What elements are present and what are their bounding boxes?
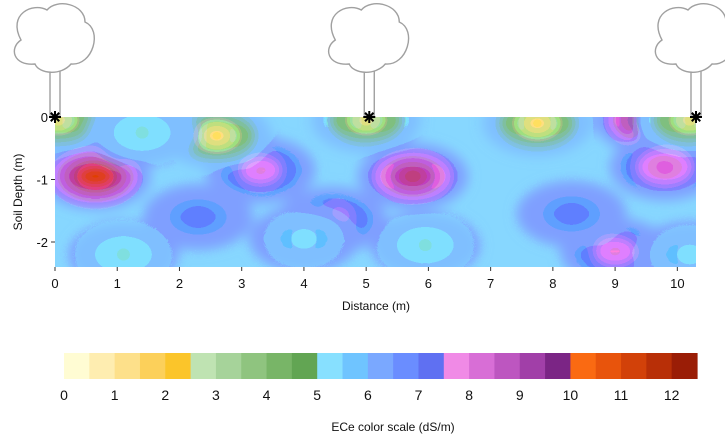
- contour-band: [564, 208, 579, 219]
- colorbar-swatch: [215, 353, 242, 379]
- colorbar: [64, 353, 698, 379]
- heatmap-feature-13: [311, 117, 422, 154]
- contour-band: [608, 246, 623, 257]
- colorbar-tick-label: 10: [563, 387, 579, 403]
- colorbar-tick-label: 1: [111, 387, 119, 403]
- colorbar-title: ECe color scale (dS/m): [331, 420, 454, 434]
- colorbar-swatch: [266, 353, 293, 379]
- colorbar-tick-label: 0: [60, 387, 68, 403]
- colorbar-swatch: [241, 353, 268, 379]
- colorbar-swatch: [393, 353, 420, 379]
- colorbar-tick-label: 12: [664, 387, 680, 403]
- contour-band: [191, 212, 206, 222]
- x-tick-label: 1: [114, 276, 121, 291]
- colorbar-swatch: [671, 353, 698, 379]
- colorbar-tick-label: 4: [263, 387, 271, 403]
- tree-icon-2: [327, 3, 410, 116]
- heatmap-feature-17: [370, 212, 481, 267]
- colorbar-swatch: [64, 353, 90, 379]
- x-tick-label: 10: [670, 276, 684, 291]
- colorbar-tick-label: 2: [161, 387, 169, 403]
- contour-band: [657, 162, 672, 172]
- heatmap-plot: [55, 117, 696, 267]
- contour-band: [658, 235, 696, 267]
- x-tick-label: 9: [611, 276, 618, 291]
- x-tick-label: 5: [363, 276, 370, 291]
- x-axis-title: Distance (m): [342, 299, 410, 313]
- colorbar-swatch: [621, 353, 647, 379]
- tree-icon-1: [13, 3, 95, 116]
- tree-marker-2: [363, 111, 376, 123]
- contour-band: [530, 118, 545, 129]
- heatmap-feature-15: [634, 117, 696, 154]
- heatmap-feature-5: [609, 134, 696, 200]
- x-tick-label: 7: [487, 276, 494, 291]
- tree-markers: [49, 111, 702, 123]
- colorbar-swatch: [570, 353, 597, 379]
- colorbar-tick-label: 6: [364, 387, 372, 403]
- colorbar-swatch: [443, 353, 470, 379]
- tree-icon-3: [654, 3, 725, 116]
- contour-band: [135, 127, 150, 138]
- x-tick-label: 2: [176, 276, 183, 291]
- contour-band: [209, 130, 224, 141]
- colorbar-swatch: [418, 353, 445, 379]
- contour-band: [116, 249, 131, 260]
- contour-band: [296, 233, 311, 244]
- colorbar-tick-label: 7: [415, 387, 423, 403]
- colorbar-swatch: [545, 353, 571, 379]
- colorbar-swatch: [89, 353, 116, 379]
- tree-icons: [13, 3, 725, 116]
- colorbar-swatch: [595, 353, 622, 379]
- colorbar-swatch: [646, 353, 673, 379]
- contour-band: [418, 240, 433, 251]
- contour-band: [682, 249, 696, 260]
- colorbar-swatch: [469, 353, 496, 379]
- y-tick-label: -1: [36, 173, 48, 188]
- contour-band: [88, 171, 103, 182]
- y-tick-label: -2: [36, 235, 48, 250]
- colorbar-swatch: [190, 353, 217, 379]
- colorbar-swatch: [342, 353, 369, 379]
- x-tick-label: 6: [425, 276, 432, 291]
- heatmap-feature-10: [143, 184, 254, 250]
- tree-marker-1: [49, 111, 61, 123]
- colorbar-swatch: [165, 353, 192, 379]
- colorbar-swatch: [494, 353, 521, 379]
- heatmap-feature-19: [248, 205, 359, 267]
- x-tick-label: 4: [300, 276, 307, 291]
- colorbar-swatch: [291, 353, 318, 379]
- y-axis-title: Soil Depth (m): [11, 154, 25, 231]
- colorbar-swatch: [519, 353, 546, 379]
- x-tick-label: 8: [549, 276, 556, 291]
- x-axis: 0 1 2 3 4 5 6 7 8 9 10: [51, 267, 685, 291]
- colorbar-tick-labels: 0 1 2 3 4 5 6 7 8 9 10 11 12: [60, 387, 680, 403]
- colorbar-swatch: [114, 353, 141, 379]
- colorbar-tick-label: 3: [212, 387, 220, 403]
- colorbar-tick-label: 11: [614, 387, 629, 403]
- contour-band: [253, 165, 268, 176]
- x-tick-label: 0: [51, 276, 58, 291]
- colorbar-tick-label: 8: [465, 387, 473, 403]
- heatmap-feature-20: [634, 221, 696, 267]
- colorbar-swatch: [139, 353, 166, 379]
- colorbar-tick-label: 9: [516, 387, 524, 403]
- tree-marker-3: [690, 111, 702, 123]
- contour-band: [405, 171, 420, 182]
- colorbar-swatch: [367, 353, 394, 379]
- colorbar-swatch: [317, 353, 344, 379]
- y-tick-label: 0: [41, 110, 48, 125]
- x-tick-label: 3: [238, 276, 245, 291]
- colorbar-tick-label: 5: [313, 387, 321, 403]
- heatmap-feature-18: [68, 221, 179, 267]
- heatmap-feature-16: [87, 117, 198, 166]
- heatmap-feature-9: [516, 180, 627, 247]
- heatmap-feature-3: [357, 143, 468, 210]
- heatmap-feature-12: [482, 117, 593, 157]
- y-axis: 0 -1 -2: [36, 110, 55, 250]
